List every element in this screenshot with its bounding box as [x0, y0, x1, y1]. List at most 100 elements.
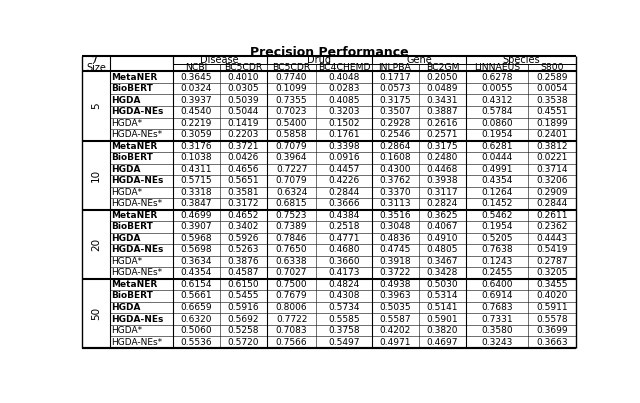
Text: 0.1761: 0.1761	[328, 130, 360, 139]
Text: 0.4443: 0.4443	[536, 234, 568, 243]
Text: 0.3722: 0.3722	[380, 268, 411, 278]
Text: 0.4048: 0.4048	[328, 73, 360, 82]
Text: 0.5858: 0.5858	[276, 130, 307, 139]
Text: 0.2219: 0.2219	[180, 119, 212, 128]
Text: 0.7638: 0.7638	[481, 245, 513, 254]
Text: 0.5784: 0.5784	[481, 107, 513, 116]
Text: LINNAEUS: LINNAEUS	[474, 63, 520, 72]
Text: 0.2844: 0.2844	[328, 188, 360, 197]
Text: 0.0324: 0.0324	[180, 84, 212, 93]
Text: 0.5039: 0.5039	[227, 96, 259, 105]
Text: 0.5462: 0.5462	[481, 211, 513, 220]
Text: 0.5030: 0.5030	[427, 280, 458, 289]
Text: 0.3812: 0.3812	[536, 142, 568, 151]
Text: 0.5587: 0.5587	[380, 314, 411, 324]
Text: HGDA*: HGDA*	[111, 119, 143, 128]
Text: 0.6659: 0.6659	[180, 303, 212, 312]
Text: 0.3318: 0.3318	[180, 188, 212, 197]
Text: 0.3964: 0.3964	[276, 153, 307, 162]
Text: 0.5715: 0.5715	[180, 177, 212, 185]
Text: 0.1954: 0.1954	[481, 222, 513, 231]
Text: 0.7355: 0.7355	[276, 96, 307, 105]
Text: 0.2480: 0.2480	[427, 153, 458, 162]
Text: 0.4656: 0.4656	[228, 165, 259, 174]
Text: 0.4652: 0.4652	[228, 211, 259, 220]
Text: 0.0573: 0.0573	[380, 84, 411, 93]
Text: 0.3172: 0.3172	[228, 199, 259, 208]
Text: 0.4824: 0.4824	[328, 280, 360, 289]
Text: 0.5968: 0.5968	[180, 234, 212, 243]
Text: 0.3048: 0.3048	[380, 222, 411, 231]
Text: 0.7566: 0.7566	[276, 338, 307, 347]
Text: 0.5585: 0.5585	[328, 314, 360, 324]
Text: 0.5578: 0.5578	[536, 314, 568, 324]
Text: 0.5060: 0.5060	[180, 326, 212, 335]
Text: 0.6324: 0.6324	[276, 188, 307, 197]
Text: 0.3663: 0.3663	[536, 338, 568, 347]
Text: 0.5044: 0.5044	[228, 107, 259, 116]
Text: 0.3370: 0.3370	[380, 188, 411, 197]
Text: HGDA-NEs: HGDA-NEs	[111, 245, 164, 254]
Text: 0.5263: 0.5263	[228, 245, 259, 254]
Text: 0.4226: 0.4226	[328, 177, 360, 185]
Text: 0.0489: 0.0489	[427, 84, 458, 93]
Text: HGDA: HGDA	[111, 234, 141, 243]
Text: 0.4540: 0.4540	[180, 107, 212, 116]
Text: 0.3645: 0.3645	[180, 73, 212, 82]
Text: 0.1502: 0.1502	[328, 119, 360, 128]
Text: NCBI: NCBI	[185, 63, 207, 72]
Text: 0.3907: 0.3907	[180, 222, 212, 231]
Text: MetaNER: MetaNER	[111, 280, 158, 289]
Text: 0.5651: 0.5651	[227, 177, 259, 185]
Text: 0.2362: 0.2362	[536, 222, 568, 231]
Text: 0.5400: 0.5400	[276, 119, 307, 128]
Text: 0.2571: 0.2571	[427, 130, 458, 139]
Text: 0.4991: 0.4991	[481, 165, 513, 174]
Text: 0.0283: 0.0283	[328, 84, 360, 93]
Text: 0.2455: 0.2455	[481, 268, 513, 278]
Text: 0.5536: 0.5536	[180, 338, 212, 347]
Text: 0.3820: 0.3820	[427, 326, 458, 335]
Text: BioBERT: BioBERT	[111, 291, 154, 301]
Text: 0.7722: 0.7722	[276, 314, 307, 324]
Text: 0.2546: 0.2546	[380, 130, 411, 139]
Text: 0.3937: 0.3937	[180, 96, 212, 105]
Text: 0.2787: 0.2787	[536, 257, 568, 266]
Text: 0.7500: 0.7500	[276, 280, 307, 289]
Text: $\mathcal{T}$: $\mathcal{T}$	[91, 53, 101, 65]
Text: 0.7083: 0.7083	[276, 326, 307, 335]
Text: Size: Size	[86, 63, 106, 73]
Text: 0.5455: 0.5455	[228, 291, 259, 301]
Text: JNLPBA: JNLPBA	[379, 63, 412, 72]
Text: 0.3876: 0.3876	[227, 257, 259, 266]
Text: 0.3203: 0.3203	[328, 107, 360, 116]
Text: 0.3113: 0.3113	[380, 199, 411, 208]
Text: BioBERT: BioBERT	[111, 153, 154, 162]
Text: HGDA*: HGDA*	[111, 188, 143, 197]
Text: 0.0444: 0.0444	[481, 153, 513, 162]
Text: 0.5035: 0.5035	[380, 303, 411, 312]
Text: 0.4202: 0.4202	[380, 326, 411, 335]
Text: 0.2824: 0.2824	[427, 199, 458, 208]
Text: 0.3580: 0.3580	[481, 326, 513, 335]
Text: 0.5916: 0.5916	[227, 303, 259, 312]
Text: 0.5692: 0.5692	[228, 314, 259, 324]
Text: HGDA*: HGDA*	[111, 326, 143, 335]
Text: 0.5661: 0.5661	[180, 291, 212, 301]
Text: 0.1264: 0.1264	[481, 188, 513, 197]
Text: 0.4173: 0.4173	[328, 268, 360, 278]
Text: 0.3634: 0.3634	[180, 257, 212, 266]
Text: 0.2203: 0.2203	[228, 130, 259, 139]
Text: 0.2611: 0.2611	[536, 211, 568, 220]
Text: 0.3660: 0.3660	[328, 257, 360, 266]
Text: 0.7079: 0.7079	[276, 142, 307, 151]
Text: 0.7683: 0.7683	[481, 303, 513, 312]
Text: 0.4697: 0.4697	[427, 338, 458, 347]
Text: 0.3507: 0.3507	[380, 107, 411, 116]
Text: 0.3721: 0.3721	[228, 142, 259, 151]
Text: 0.3963: 0.3963	[380, 291, 411, 301]
Text: 0.4745: 0.4745	[380, 245, 411, 254]
Text: 0.0221: 0.0221	[536, 153, 568, 162]
Text: 0.5926: 0.5926	[228, 234, 259, 243]
Text: 10: 10	[91, 168, 101, 182]
